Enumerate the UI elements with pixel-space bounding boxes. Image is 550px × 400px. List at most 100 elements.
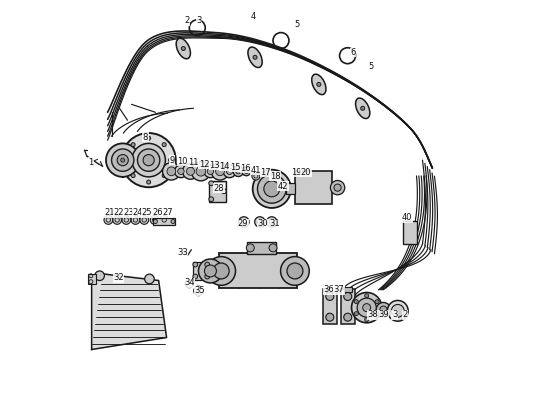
Circle shape [209, 181, 213, 186]
Circle shape [207, 168, 213, 174]
Circle shape [326, 313, 334, 321]
Circle shape [131, 143, 135, 147]
Circle shape [375, 312, 379, 316]
Text: 17: 17 [260, 168, 271, 176]
Text: 42: 42 [278, 182, 288, 190]
Bar [247, 242, 276, 254]
Circle shape [131, 216, 140, 224]
Text: 36: 36 [323, 285, 334, 294]
Text: 13: 13 [209, 161, 219, 170]
Circle shape [106, 143, 140, 177]
Bar [344, 287, 351, 292]
Text: 32: 32 [113, 273, 124, 282]
Circle shape [143, 154, 154, 166]
Text: 33: 33 [177, 248, 188, 257]
Text: 19: 19 [291, 168, 301, 176]
Circle shape [205, 262, 210, 267]
Circle shape [160, 216, 168, 224]
Text: 30: 30 [257, 220, 267, 228]
Circle shape [246, 244, 254, 252]
Circle shape [204, 165, 217, 178]
Circle shape [209, 197, 213, 202]
Circle shape [147, 136, 151, 140]
Circle shape [244, 169, 249, 174]
Circle shape [375, 300, 379, 304]
Bar [219, 254, 297, 288]
Circle shape [207, 257, 235, 285]
Circle shape [354, 300, 358, 304]
Circle shape [331, 180, 345, 195]
Bar [341, 289, 355, 324]
Circle shape [376, 302, 390, 317]
Circle shape [153, 220, 157, 224]
Circle shape [140, 216, 148, 224]
Circle shape [365, 294, 369, 298]
Text: 2: 2 [402, 310, 407, 319]
Text: 8: 8 [143, 132, 148, 142]
Circle shape [131, 174, 135, 178]
Circle shape [132, 143, 166, 177]
Circle shape [205, 265, 216, 277]
Circle shape [199, 259, 222, 283]
Circle shape [227, 168, 233, 174]
Text: 29: 29 [238, 220, 249, 228]
Text: 34: 34 [184, 278, 195, 288]
Circle shape [380, 306, 387, 313]
Circle shape [194, 286, 204, 296]
Circle shape [252, 172, 260, 180]
Circle shape [344, 313, 352, 321]
Ellipse shape [312, 74, 326, 95]
Circle shape [334, 184, 341, 191]
Circle shape [205, 274, 210, 279]
Circle shape [351, 292, 382, 323]
Bar [209, 181, 226, 202]
Circle shape [252, 170, 291, 208]
Circle shape [361, 106, 365, 110]
Text: 40: 40 [402, 214, 412, 222]
Circle shape [191, 162, 211, 181]
Circle shape [264, 181, 280, 197]
Circle shape [168, 158, 173, 162]
Circle shape [344, 292, 352, 300]
Ellipse shape [176, 38, 190, 59]
Polygon shape [92, 274, 167, 350]
Text: 41: 41 [251, 166, 261, 175]
Text: 5: 5 [368, 62, 373, 71]
Text: 15: 15 [230, 163, 240, 172]
Circle shape [236, 169, 241, 174]
Bar [323, 289, 337, 324]
Circle shape [117, 154, 128, 166]
Bar [153, 218, 175, 225]
Circle shape [211, 162, 229, 180]
Text: 16: 16 [240, 164, 251, 173]
Circle shape [112, 149, 134, 171]
Circle shape [138, 149, 160, 171]
Circle shape [162, 143, 166, 147]
Bar [286, 183, 295, 194]
Circle shape [185, 280, 193, 288]
Text: 5: 5 [294, 20, 300, 29]
Ellipse shape [355, 98, 370, 118]
Text: 4: 4 [250, 12, 256, 21]
Circle shape [267, 217, 277, 227]
Circle shape [387, 300, 408, 321]
Bar [89, 274, 96, 284]
Circle shape [95, 271, 104, 280]
Circle shape [163, 162, 180, 180]
Circle shape [233, 166, 244, 176]
Text: 18: 18 [270, 172, 280, 180]
Text: 11: 11 [188, 158, 199, 167]
Text: 10: 10 [177, 157, 188, 166]
Circle shape [150, 216, 159, 224]
Circle shape [362, 304, 371, 312]
Circle shape [269, 244, 277, 252]
Circle shape [223, 165, 236, 178]
Text: 23: 23 [123, 208, 134, 217]
Circle shape [239, 217, 249, 227]
Circle shape [365, 318, 369, 322]
Text: 26: 26 [152, 208, 163, 217]
Text: 39: 39 [378, 310, 389, 319]
Text: 22: 22 [113, 208, 124, 217]
Text: 31: 31 [269, 220, 279, 228]
Circle shape [121, 158, 125, 162]
